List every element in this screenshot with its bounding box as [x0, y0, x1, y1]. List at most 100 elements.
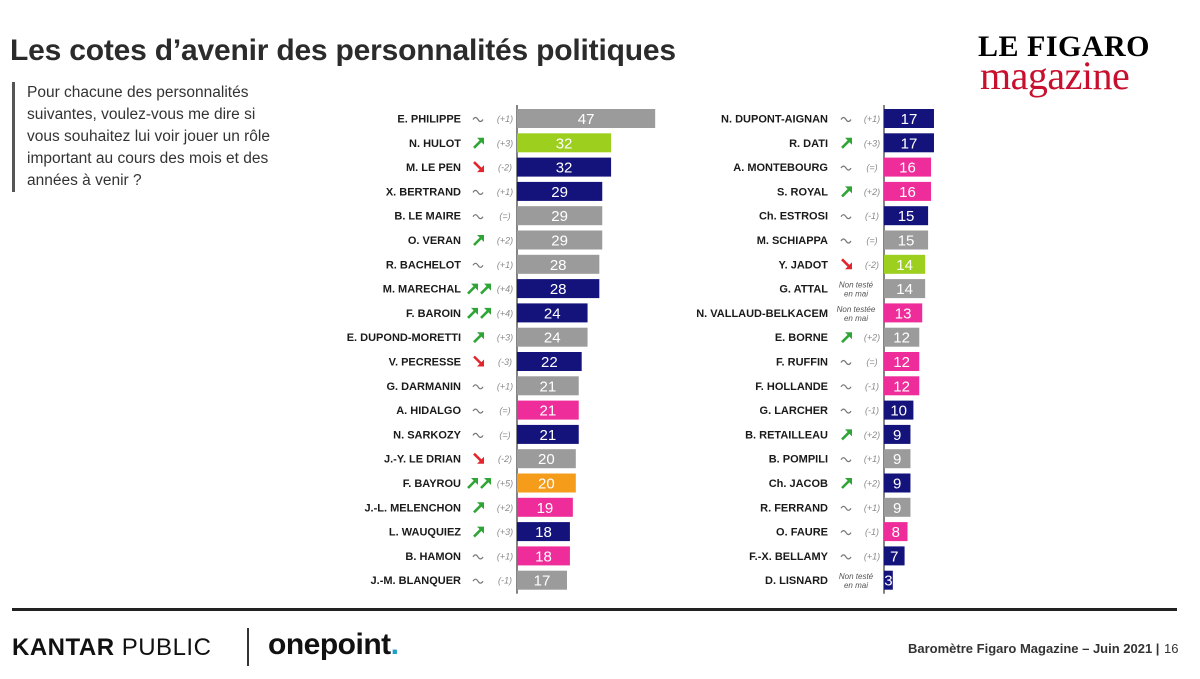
stable-tilde-icon: [840, 359, 852, 366]
arrow-head: [845, 332, 852, 340]
change-vs-last-month: (+3): [497, 138, 513, 148]
bar-row: 22 V. PECRESSE (-3): [389, 352, 582, 371]
person-name: L. WAUQUIEZ: [389, 527, 461, 539]
change-vs-last-month: (+1): [497, 551, 513, 561]
arrow-head: [484, 307, 491, 315]
change-vs-last-month: (+2): [497, 503, 513, 513]
trend-up-arrow-icon: [467, 283, 478, 295]
bar-row: 21 G. DARMANIN (+1): [386, 376, 579, 396]
bar: [517, 522, 570, 542]
person-name: G. ATTAL: [779, 284, 828, 296]
bar-value: 29: [551, 184, 568, 201]
bar-row: 12 F. RUFFIN (=): [776, 352, 920, 371]
change-vs-last-month: (-1): [498, 576, 512, 586]
arrow-head: [477, 165, 484, 173]
change-vs-last-month: (+2): [864, 333, 880, 343]
arrow-head: [471, 283, 478, 291]
trend-down-arrow-icon: [473, 452, 484, 464]
bar-row: 15 Ch. ESTROSI (-1): [759, 206, 929, 226]
bar-row: 24 E. DUPOND-MORETTI (+3): [347, 327, 588, 347]
change-vs-last-month: (=): [866, 163, 877, 173]
bar: [517, 133, 612, 153]
bar-row: 20 J.-Y. LE DRIAN (-2): [384, 449, 576, 469]
bar-row: 17 R. DATI (+3): [789, 133, 934, 153]
change-vs-last-month: (-2): [498, 163, 512, 173]
bar-value: 9: [893, 427, 901, 444]
bar-value: 19: [537, 500, 554, 517]
arrow-head: [845, 186, 852, 194]
person-name: R. FERRAND: [760, 502, 828, 514]
person-name: V. PECRESSE: [389, 357, 461, 369]
not-tested-note: Non testé: [839, 572, 874, 581]
stable-tilde-icon: [472, 262, 484, 268]
person-name: Ch. ESTROSI: [759, 211, 828, 223]
bar-value: 14: [896, 257, 913, 274]
change-vs-last-month: (+3): [864, 138, 880, 148]
trend-up-arrow-icon: [473, 235, 484, 246]
change-vs-last-month: (+1): [497, 260, 513, 270]
bar-value: 14: [896, 281, 913, 298]
bar-row: 21 A. HIDALGO (=): [396, 400, 579, 420]
bar-value: 9: [893, 476, 901, 493]
onepoint-dot: .: [390, 628, 399, 661]
arrow-head: [477, 526, 484, 534]
trend-up-arrow-icon: [841, 429, 852, 441]
change-vs-last-month: (-1): [865, 211, 879, 221]
bar: [517, 254, 600, 274]
arrow-head: [845, 429, 852, 437]
arrow-head: [471, 307, 478, 315]
le-figaro-magazine-logo: LE FIGARO magazine: [978, 30, 1182, 100]
trend-up-arrow-icon: [480, 283, 491, 295]
kantar-word: KANTAR: [12, 634, 115, 661]
stable-tilde-icon: [840, 116, 852, 123]
bar-value: 17: [534, 573, 551, 590]
bar-value: 8: [892, 524, 900, 541]
bar: [884, 157, 932, 177]
page-number: 16: [1164, 641, 1179, 656]
logo-line-2: magazine: [980, 53, 1130, 98]
person-name: F. BAROIN: [406, 308, 461, 320]
bar: [884, 181, 932, 201]
change-vs-last-month: (+1): [864, 454, 880, 464]
bar-row: 10 G. LARCHER (-1): [760, 400, 914, 420]
bar: [884, 109, 934, 128]
bar: [517, 473, 576, 493]
not-tested-note: en mai: [844, 314, 868, 323]
bar: [517, 279, 600, 299]
bar: [884, 303, 923, 323]
logo-line-1: LE FIGARO: [978, 30, 1151, 63]
bar: [517, 206, 603, 226]
not-tested-note: Non testée: [837, 305, 876, 314]
change-vs-last-month: (-2): [865, 260, 879, 270]
bar-row: 12 F. HOLLANDE (-1): [755, 376, 920, 396]
person-name: F. HOLLANDE: [755, 381, 828, 393]
bar-value: 12: [893, 378, 910, 395]
trend-up-arrow-icon: [473, 137, 484, 149]
person-name: J.-M. BLANQUER: [371, 575, 462, 587]
bar-value: 21: [540, 427, 557, 444]
bar-row: 16 S. ROYAL (+2): [777, 181, 932, 201]
bar-row: 20 F. BAYROU (+5): [403, 473, 576, 493]
change-vs-last-month: (=): [499, 430, 510, 440]
trend-down-arrow-icon: [473, 355, 484, 367]
person-name: O. VERAN: [408, 235, 461, 247]
bar-value: 15: [898, 233, 915, 250]
bar-row: 32 N. HULOT (+3): [409, 133, 612, 153]
bar-value: 16: [899, 184, 916, 201]
bar-value: 10: [890, 403, 907, 420]
onepoint-logo: onepoint.: [268, 628, 399, 662]
change-vs-last-month: (+1): [864, 114, 880, 124]
bar-row: 19 J.-L. MELENCHON (+2): [364, 497, 573, 517]
bar: [517, 109, 656, 128]
bar: [517, 497, 573, 517]
bar-value: 3: [884, 573, 892, 590]
left-panel: 47 E. PHILIPPE (+1) 32 N. HULOT (+3) 32 M. LE P…: [347, 105, 656, 594]
bar: [884, 279, 926, 299]
person-name: R. BACHELOT: [386, 259, 461, 271]
bar: [884, 473, 911, 493]
change-vs-last-month: (-3): [498, 357, 512, 367]
bar-row: 9 B. RETAILLEAU (+2): [745, 424, 911, 444]
stable-tilde-icon: [840, 530, 852, 536]
person-name: M. MARECHAL: [383, 284, 461, 296]
